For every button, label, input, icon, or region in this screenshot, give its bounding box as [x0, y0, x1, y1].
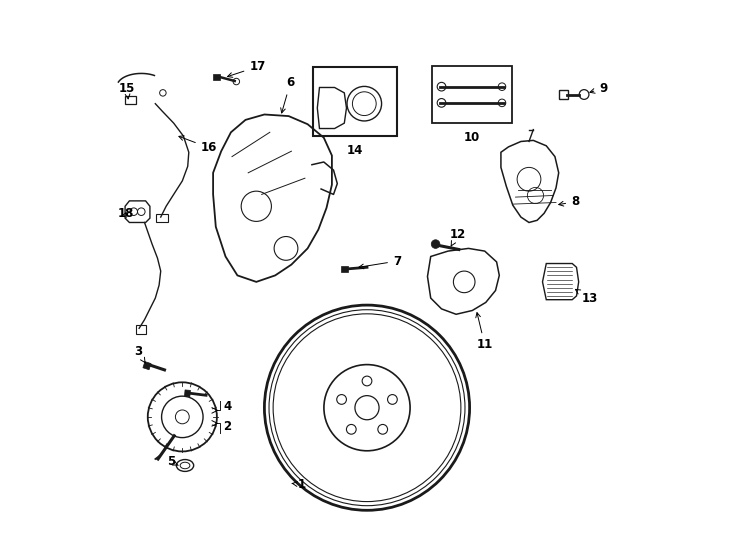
- Text: 15: 15: [119, 82, 135, 99]
- Circle shape: [378, 424, 388, 434]
- Bar: [213, 74, 219, 80]
- Bar: [559, 90, 568, 99]
- Circle shape: [346, 424, 356, 434]
- Text: 14: 14: [346, 144, 363, 157]
- Text: 4: 4: [223, 400, 232, 413]
- Bar: [125, 96, 136, 104]
- Text: 9: 9: [590, 82, 608, 95]
- Text: 8: 8: [559, 195, 579, 208]
- Bar: [143, 362, 151, 370]
- Bar: [156, 214, 168, 222]
- Text: 6: 6: [280, 76, 294, 113]
- Text: 17: 17: [228, 60, 266, 77]
- Circle shape: [362, 376, 372, 386]
- Bar: [136, 325, 145, 334]
- Text: 3: 3: [134, 345, 145, 363]
- Circle shape: [388, 395, 397, 404]
- Text: 13: 13: [575, 289, 598, 306]
- Text: 2: 2: [223, 420, 231, 433]
- Bar: [313, 67, 396, 136]
- Text: 11: 11: [476, 313, 493, 352]
- Text: 12: 12: [450, 227, 466, 246]
- Circle shape: [337, 395, 346, 404]
- Text: 18: 18: [117, 207, 134, 220]
- Text: 7: 7: [359, 254, 401, 269]
- Bar: [184, 390, 190, 397]
- Bar: [432, 66, 512, 123]
- Bar: [341, 266, 348, 272]
- Text: 16: 16: [179, 136, 217, 154]
- Text: 10: 10: [464, 131, 480, 144]
- Text: 5: 5: [167, 455, 178, 469]
- Circle shape: [432, 240, 440, 248]
- Text: 1: 1: [292, 478, 306, 491]
